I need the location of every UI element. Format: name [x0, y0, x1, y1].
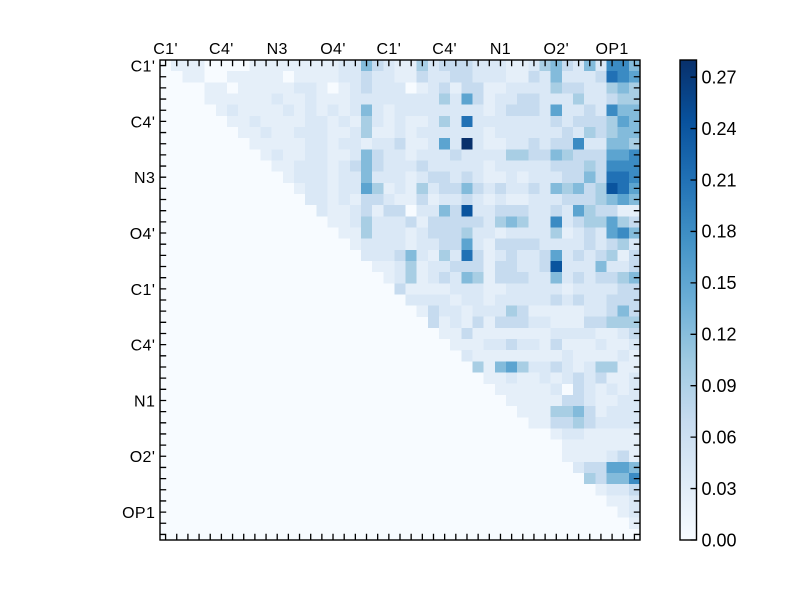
svg-text:O2': O2': [543, 41, 569, 58]
svg-text:0.03: 0.03: [702, 479, 737, 499]
svg-text:0.15: 0.15: [702, 273, 737, 293]
svg-text:N3: N3: [134, 170, 155, 187]
svg-text:N3: N3: [267, 41, 288, 58]
svg-text:C1': C1': [376, 41, 401, 58]
svg-text:N1: N1: [134, 393, 155, 410]
svg-text:0.27: 0.27: [702, 67, 737, 87]
svg-text:N1: N1: [490, 41, 511, 58]
svg-text:C4': C4': [209, 41, 234, 58]
svg-text:0.12: 0.12: [702, 325, 737, 345]
svg-text:O4': O4': [130, 226, 156, 243]
svg-text:C4': C4': [432, 41, 457, 58]
svg-text:C1': C1': [131, 282, 156, 299]
svg-text:0.00: 0.00: [702, 530, 737, 550]
svg-text:C1': C1': [131, 59, 156, 76]
svg-text:OP1: OP1: [122, 505, 155, 522]
svg-text:C4': C4': [131, 114, 156, 131]
svg-text:0.18: 0.18: [702, 222, 737, 242]
svg-text:OP1: OP1: [595, 41, 628, 58]
svg-text:0.21: 0.21: [702, 170, 737, 190]
svg-text:C1': C1': [153, 41, 178, 58]
svg-text:0.24: 0.24: [702, 119, 737, 139]
svg-text:C4': C4': [131, 338, 156, 355]
svg-text:O2': O2': [130, 449, 156, 466]
svg-text:O4': O4': [320, 41, 346, 58]
svg-text:0.09: 0.09: [702, 376, 737, 396]
svg-text:0.06: 0.06: [702, 427, 737, 447]
